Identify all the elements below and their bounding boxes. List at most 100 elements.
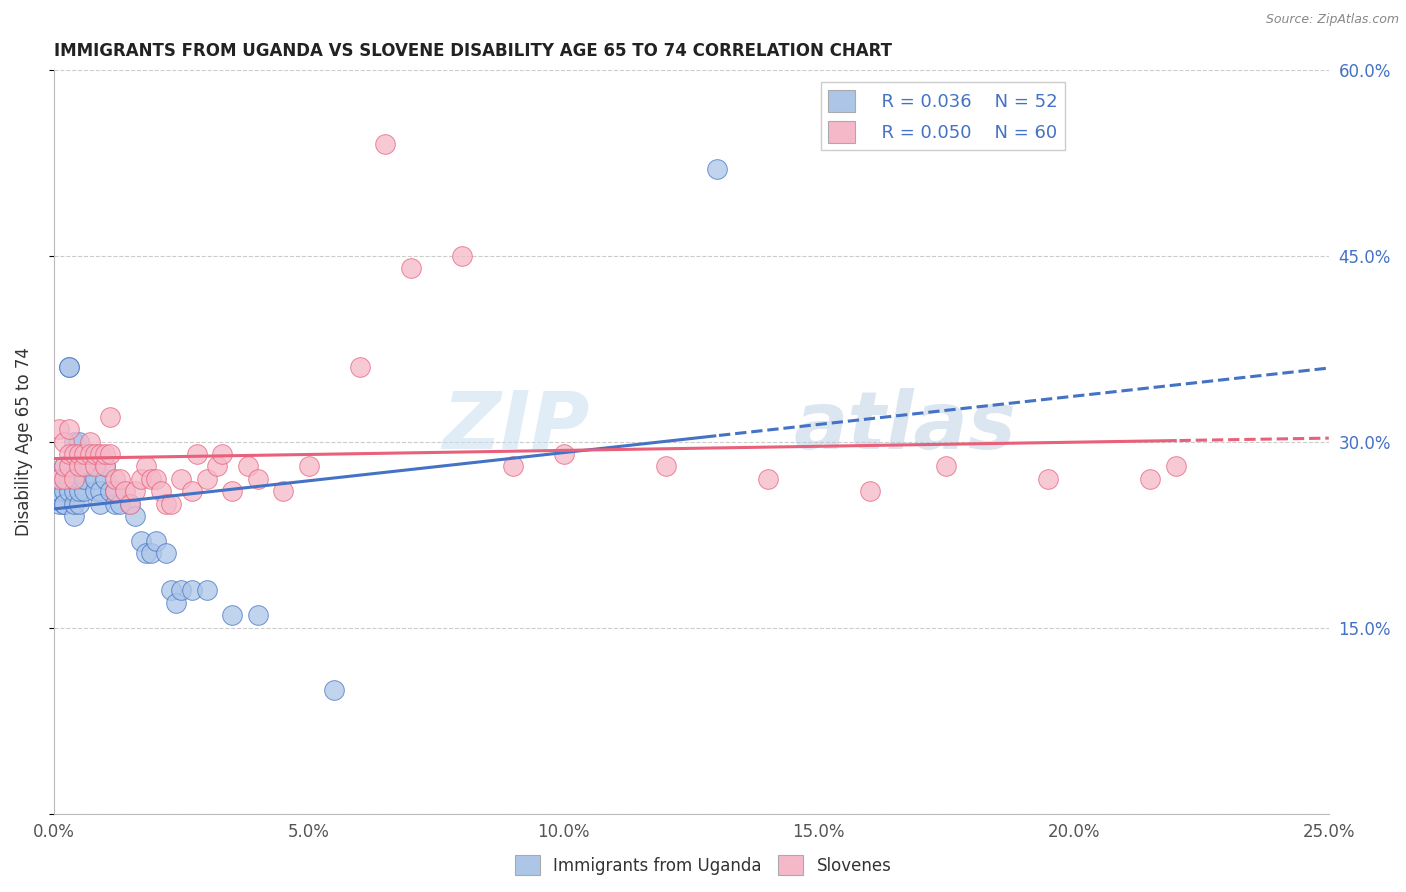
Point <box>73 447 96 461</box>
Point <box>53 497 76 511</box>
Point <box>58 447 80 461</box>
Point <box>139 472 162 486</box>
Point <box>73 459 96 474</box>
Point <box>53 484 76 499</box>
Point <box>935 459 957 474</box>
Point <box>53 497 76 511</box>
Point <box>104 472 127 486</box>
Point <box>94 472 117 486</box>
Point <box>83 472 105 486</box>
Point <box>63 484 86 499</box>
Point <box>399 260 422 275</box>
Point <box>165 596 187 610</box>
Point <box>211 447 233 461</box>
Point <box>98 447 121 461</box>
Y-axis label: Disability Age 65 to 74: Disability Age 65 to 74 <box>15 347 32 536</box>
Point <box>94 447 117 461</box>
Point <box>58 472 80 486</box>
Point <box>104 484 127 499</box>
Point <box>73 472 96 486</box>
Point <box>67 434 90 449</box>
Point <box>67 497 90 511</box>
Point <box>129 533 152 548</box>
Point <box>58 484 80 499</box>
Point <box>170 583 193 598</box>
Point <box>98 409 121 424</box>
Point <box>129 472 152 486</box>
Point <box>53 472 76 486</box>
Text: atlas: atlas <box>793 388 1017 466</box>
Text: IMMIGRANTS FROM UGANDA VS SLOVENE DISABILITY AGE 65 TO 74 CORRELATION CHART: IMMIGRANTS FROM UGANDA VS SLOVENE DISABI… <box>53 42 891 60</box>
Point <box>63 508 86 523</box>
Point <box>73 459 96 474</box>
Point <box>48 484 70 499</box>
Point <box>450 249 472 263</box>
Point <box>655 459 678 474</box>
Point <box>323 682 346 697</box>
Point <box>195 472 218 486</box>
Point <box>756 472 779 486</box>
Point <box>48 497 70 511</box>
Point <box>1038 472 1060 486</box>
Point <box>63 434 86 449</box>
Point <box>160 583 183 598</box>
Point <box>73 484 96 499</box>
Point <box>246 608 269 623</box>
Point <box>135 459 157 474</box>
Point <box>273 484 295 499</box>
Point <box>58 459 80 474</box>
Point <box>63 497 86 511</box>
Point <box>195 583 218 598</box>
Point <box>180 583 202 598</box>
Point <box>67 484 90 499</box>
Point <box>502 459 524 474</box>
Legend: Immigrants from Uganda, Slovenes: Immigrants from Uganda, Slovenes <box>508 848 898 882</box>
Point <box>48 472 70 486</box>
Point <box>83 459 105 474</box>
Point <box>58 360 80 375</box>
Point <box>98 484 121 499</box>
Point <box>48 422 70 436</box>
Text: ZIP: ZIP <box>441 388 589 466</box>
Text: Source: ZipAtlas.com: Source: ZipAtlas.com <box>1265 13 1399 27</box>
Point <box>53 472 76 486</box>
Point <box>155 546 177 560</box>
Point <box>67 447 90 461</box>
Point <box>1139 472 1161 486</box>
Point <box>89 484 111 499</box>
Point <box>1164 459 1187 474</box>
Point <box>58 422 80 436</box>
Point <box>124 484 146 499</box>
Point <box>236 459 259 474</box>
Point <box>186 447 208 461</box>
Point <box>79 434 101 449</box>
Point <box>374 136 396 151</box>
Point <box>53 459 76 474</box>
Point <box>221 608 243 623</box>
Point <box>145 472 167 486</box>
Point <box>246 472 269 486</box>
Point <box>135 546 157 560</box>
Point <box>139 546 162 560</box>
Point <box>155 497 177 511</box>
Point <box>83 484 105 499</box>
Point <box>67 472 90 486</box>
Point <box>94 459 117 474</box>
Point <box>124 508 146 523</box>
Point <box>104 484 127 499</box>
Point <box>79 459 101 474</box>
Point <box>145 533 167 548</box>
Point <box>180 484 202 499</box>
Point <box>349 360 371 375</box>
Point <box>58 360 80 375</box>
Point <box>89 497 111 511</box>
Point <box>120 497 142 511</box>
Point <box>63 472 86 486</box>
Point <box>79 459 101 474</box>
Point <box>48 484 70 499</box>
Point <box>205 459 228 474</box>
Point <box>67 459 90 474</box>
Point <box>859 484 882 499</box>
Point <box>104 497 127 511</box>
Point <box>89 447 111 461</box>
